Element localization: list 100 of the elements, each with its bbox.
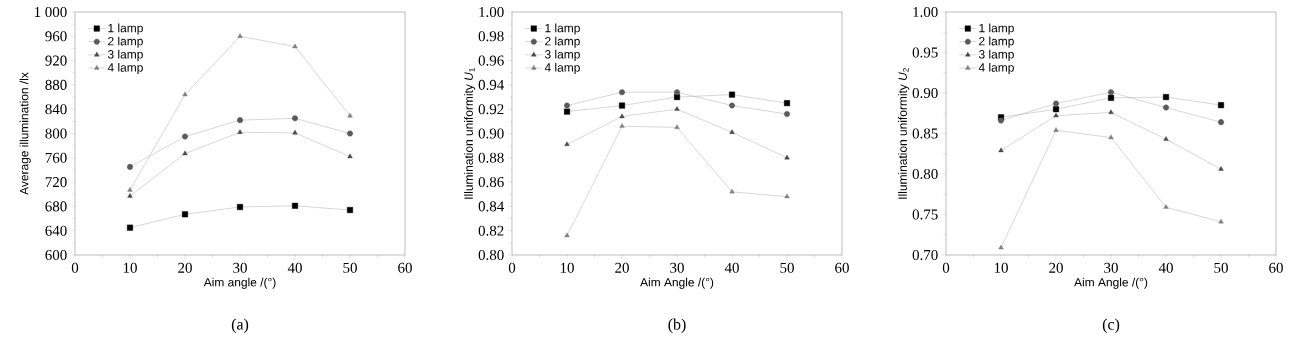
point [784,193,790,199]
point [564,232,570,238]
y-tick-label: 0.94 [478,79,504,90]
y-tick-label: 0.88 [478,152,504,163]
point [182,150,188,156]
point [1053,127,1059,132]
point [127,187,133,192]
point [1163,94,1169,101]
point [674,124,680,130]
x-tick-label: 30 [233,262,247,273]
legend-label: 3 lamp [978,49,1014,61]
y-tick-label: 0.95 [912,47,938,58]
y-axis-title: Illumination uniformity U$_{1}$ [464,68,476,199]
x-tick-label: 50 [780,262,794,273]
legend-label: 3 lamp [544,49,580,61]
point [1163,104,1169,111]
point [1108,89,1114,96]
point [292,129,298,135]
point [347,153,353,159]
y-tick-label: 0.82 [478,225,504,236]
legend-label: 2 lamp [108,36,143,48]
point [729,102,735,109]
x-tick-label: 10 [123,262,137,273]
point [729,188,735,194]
point [998,244,1004,250]
y-tick-label: 0.80 [912,168,938,180]
text: (b) [668,318,686,333]
point [182,133,188,140]
point [127,163,133,170]
y-tick-label: 840 [45,104,67,115]
y-tick-label: 1 000 [34,6,67,18]
point [292,202,298,209]
point [182,91,188,97]
point [1218,218,1224,224]
x-tick-label: 40 [1158,262,1173,273]
point [347,112,353,118]
x-tick-label: 30 [670,262,684,273]
point [237,117,243,124]
legend-label: 4 lamp [978,62,1014,75]
y-tick-label: 920 [45,55,67,66]
legend-label: 1 lamp [979,23,1014,35]
point [1108,94,1114,101]
x-tick-label: 10 [560,262,574,273]
point [1163,136,1169,141]
y-tick-label: 0.75 [912,209,938,220]
y-tick-label: 0.92 [478,104,504,115]
point [1218,166,1224,171]
y-tick-label: 0.70 [912,249,938,261]
point [347,207,353,214]
point [1108,109,1114,115]
point [1053,106,1060,113]
y-tick-label: 720 [45,177,67,188]
point [564,102,570,109]
text: (c) [1102,318,1120,333]
point [292,115,298,122]
point [674,89,680,96]
point [729,91,735,98]
x-tick-label: 60 [398,262,412,273]
x-axis-title: Aim Angle /(°) [1074,277,1148,289]
text: (a) [231,318,249,333]
y-tick-label: 0.98 [478,31,504,42]
legend-label: 3 lamp [107,49,143,61]
legend-label: 2 lamp [979,36,1014,48]
legend-label: 4 lamp [544,62,580,75]
y-tick-label: 760 [45,152,67,163]
y-tick-label: 0.96 [478,55,504,66]
y-tick-label: 680 [45,201,67,212]
point [619,113,625,119]
x-tick-label: 60 [1269,262,1283,273]
legend-label: 4 lamp [107,62,143,75]
legend-label: 2 lamp [545,36,580,48]
point [237,204,243,210]
point [292,43,298,49]
point [1163,204,1169,209]
point [1218,102,1224,109]
point [1218,119,1224,126]
point [1108,134,1114,140]
point [1053,112,1059,118]
y-tick-label: 600 [45,249,67,261]
point [619,102,625,109]
point [564,141,570,147]
point [619,123,625,128]
point [784,100,790,107]
legend-label: 1 lamp [108,23,143,35]
point [127,224,133,231]
x-tick-label: 60 [835,262,849,273]
y-tick-label: 880 [45,79,67,90]
y-tick-label: 0.90 [912,87,938,99]
x-tick-label: 20 [615,262,629,273]
x-axis-title: Aim angle /(°) [203,277,276,289]
y-tick-label: 1.00 [479,6,504,18]
x-tick-label: 0 [71,262,79,273]
y-axis-title: Illumination uniformity U$_{2}$ [898,68,910,199]
point [182,211,188,218]
x-tick-label: 50 [1214,262,1228,273]
y-tick-label: 0.86 [478,177,504,188]
point [998,147,1004,153]
y-tick-label: 0.85 [912,128,938,139]
point [729,129,735,134]
x-tick-label: 0 [942,262,950,273]
